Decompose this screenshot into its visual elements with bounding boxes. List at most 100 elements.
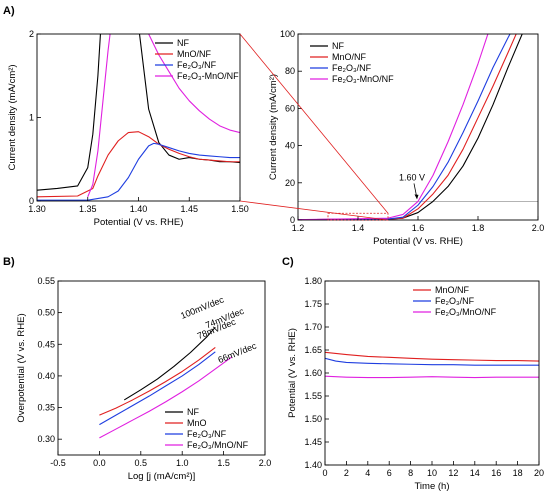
x-tick-label: 16 <box>491 468 501 478</box>
series-line-A_inset-3 <box>87 34 240 198</box>
series-line-A_inset-1 <box>37 131 240 198</box>
annotation-label: 1.60 V <box>399 172 425 182</box>
panel-label-a: A) <box>3 5 15 17</box>
y-tick-label: 1.80 <box>304 276 322 286</box>
y-tick-label: 1.70 <box>304 322 322 332</box>
y-tick-label: 0 <box>29 196 34 206</box>
y-tick-label: 0.45 <box>37 339 55 349</box>
y-tick-label: 2 <box>29 29 34 39</box>
series-line-A_main-2 <box>298 34 511 220</box>
x-tick-label: 10 <box>427 468 437 478</box>
x-tick-label: 0.5 <box>135 458 148 468</box>
zoom-connector-bottom <box>239 200 389 221</box>
y-tick-label: 1.65 <box>304 345 322 355</box>
y-tick-label: 0.55 <box>37 276 55 286</box>
chart-A_main: 1.2 1.4 1.6 1.8 2.0 0 20 40 60 80 100 Potential (V … <box>268 29 544 247</box>
y-tick-label: 1.55 <box>304 391 322 401</box>
legend-entry: NF <box>332 41 344 51</box>
x-tick-label: 0 <box>322 468 327 478</box>
series-line-C-0 <box>325 351 539 362</box>
legend-entry: NF <box>177 38 189 48</box>
y-tick-label: 0.40 <box>37 371 55 381</box>
annotation-arrowhead <box>414 194 419 200</box>
y-tick-label: 1.75 <box>304 299 322 309</box>
series-line-A_main-3 <box>298 34 489 220</box>
y-axis-label: Current density (mA/cm²) <box>7 64 18 170</box>
y-tick-label: 0.30 <box>37 434 55 444</box>
legend-entry: Fe₂O₃/NF <box>435 296 475 306</box>
x-tick-label: 14 <box>470 468 480 478</box>
x-axis-label: Time (h) <box>414 481 449 492</box>
legend-entry: Fe₂O₃/NF <box>187 429 227 439</box>
y-tick-label: 1.60 <box>304 368 322 378</box>
zoom-connector-top <box>239 33 389 214</box>
x-tick-label: 4 <box>365 468 370 478</box>
x-tick-label: 1.35 <box>79 204 97 214</box>
x-tick-label: -0.5 <box>50 458 66 468</box>
x-tick-label: 1.6 <box>412 223 425 233</box>
y-tick-label: 1 <box>29 113 34 123</box>
plot-frame <box>324 280 540 466</box>
y-tick-label: 60 <box>285 103 295 113</box>
legend-entry: MnO/NF <box>435 285 470 295</box>
legend-entry: Fe₂O₃-MnO/NF <box>332 74 394 84</box>
chart-C: 0 2 4 6 8 10 12 14 16 18 20 1.40 1.45 1.50 1.55 1.60 1.6… <box>287 276 544 492</box>
series-line-B-2 <box>99 351 216 426</box>
y-tick-label: 20 <box>285 178 295 188</box>
series-line-C-1 <box>325 357 539 366</box>
x-tick-label: 1.40 <box>130 204 148 214</box>
legend-entry: Fe₂O₃/MnO/NF <box>187 440 249 450</box>
y-tick-label: 100 <box>280 29 295 39</box>
series-line-B-1 <box>99 347 216 416</box>
x-tick-label: 1.0 <box>176 458 189 468</box>
slope-label: 66mV/dec <box>216 340 258 365</box>
legend-entry: NF <box>187 407 199 417</box>
chart-A_inset: 1.30 1.35 1.40 1.45 1.50 0 1 2 Potential (V vs. … <box>7 29 249 228</box>
x-tick-label: 0.0 <box>93 458 106 468</box>
y-axis-label: Current density (mA/cm²) <box>268 74 279 180</box>
x-tick-label: 12 <box>448 468 458 478</box>
x-tick-label: 1.8 <box>472 223 485 233</box>
y-tick-label: 40 <box>285 141 295 151</box>
x-tick-label: 1.2 <box>292 223 305 233</box>
series-line-A_inset-2 <box>37 142 240 201</box>
y-tick-label: 80 <box>285 66 295 76</box>
x-axis-label: Potential (V vs. RHE) <box>373 236 463 247</box>
legend-entry: MnO/NF <box>332 52 367 62</box>
x-tick-label: 2.0 <box>532 223 545 233</box>
y-tick-label: 1.45 <box>304 437 322 447</box>
legend-entry: Fe₂O₃/NF <box>332 63 372 73</box>
x-tick-label: 20 <box>534 468 544 478</box>
legend-entry: Fe₂O₃/MnO/NF <box>435 307 497 317</box>
y-tick-label: 1.40 <box>304 460 322 470</box>
x-tick-label: 1.30 <box>28 204 46 214</box>
y-tick-label: 0.35 <box>37 403 55 413</box>
legend-entry: MnO <box>187 418 207 428</box>
x-tick-label: 1.4 <box>352 223 365 233</box>
chart-B: -0.5 0.0 0.5 1.0 1.5 2.0 0.30 0.35 0.40 0.45 0.50 0… <box>16 276 271 482</box>
x-tick-label: 6 <box>387 468 392 478</box>
y-tick-label: 0.50 <box>37 308 55 318</box>
x-tick-label: 1.5 <box>217 458 230 468</box>
zoom-region <box>327 212 389 221</box>
panel-label-b: B) <box>3 256 15 268</box>
x-axis-label: Potential (V vs. RHE) <box>94 217 184 228</box>
legend-entry: MnO/NF <box>177 49 212 59</box>
x-tick-label: 2 <box>344 468 349 478</box>
legend-entry: Fe₂O₃-MnO/NF <box>177 71 239 81</box>
series-line-B-3 <box>99 356 233 439</box>
y-tick-label: 1.50 <box>304 414 322 424</box>
x-tick-label: 1.45 <box>180 204 198 214</box>
x-tick-label: 1.50 <box>231 204 249 214</box>
x-tick-label: 18 <box>513 468 523 478</box>
legend-entry: Fe₂O₃/NF <box>177 60 217 70</box>
x-tick-label: 2.0 <box>259 458 272 468</box>
panel-label-c: C) <box>282 256 294 268</box>
y-tick-label: 0 <box>290 215 295 225</box>
series-line-A_main-1 <box>298 34 517 220</box>
y-axis-label: Overpotential (V vs. RHE) <box>16 313 27 422</box>
